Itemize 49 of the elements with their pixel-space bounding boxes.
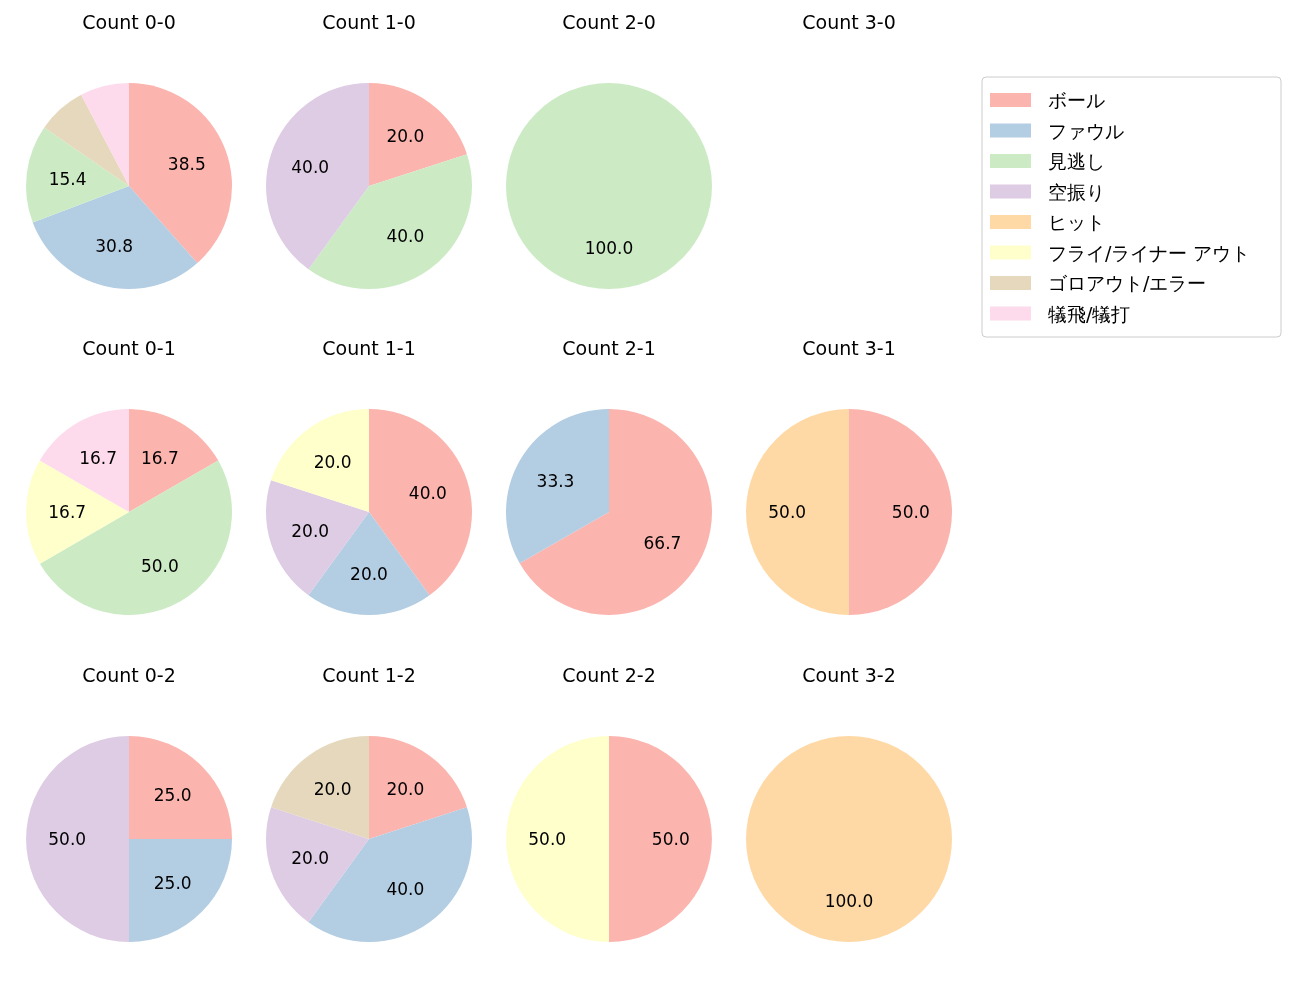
data-label: 16.7	[79, 448, 117, 469]
legend-label: ボール	[1048, 89, 1105, 111]
chart-title: Count 2-1	[562, 337, 656, 359]
chart-title: Count 1-0	[322, 11, 416, 33]
chart-title: Count 1-2	[322, 664, 416, 686]
data-label: 50.0	[141, 555, 179, 576]
chart-title: Count 1-1	[322, 337, 416, 359]
legend-label: ファウル	[1048, 119, 1124, 142]
legend-label: フライ/ライナー アウト	[1048, 241, 1251, 264]
data-label: 33.3	[536, 471, 575, 492]
data-label: 50.0	[768, 502, 807, 522]
data-label: 20.0	[350, 563, 388, 584]
chart-title: Count 0-2	[82, 664, 176, 686]
data-label: 20.0	[386, 126, 425, 146]
legend-label: ゴロアウト/エラー	[1048, 272, 1207, 294]
legend-label: 見逃し	[1048, 150, 1105, 172]
data-label: 20.0	[313, 779, 352, 799]
chart-title: Count 2-2	[562, 664, 656, 686]
chart-title: Count 0-0	[82, 11, 176, 33]
data-label: 20.0	[313, 452, 352, 472]
data-label: 40.0	[386, 226, 425, 246]
chart-title: Count 3-1	[802, 337, 896, 359]
data-label: 50.0	[48, 829, 87, 849]
data-label: 20.0	[291, 521, 330, 542]
legend-label: 空振り	[1048, 180, 1105, 203]
legend-label: 犠飛/犠打	[1048, 302, 1131, 325]
data-label: 100.0	[584, 237, 634, 258]
data-label: 50.0	[651, 829, 690, 849]
data-label: 15.4	[48, 168, 87, 189]
data-label: 16.7	[48, 502, 87, 523]
text: Count 3-0	[802, 11, 896, 33]
data-label: 100.0	[824, 890, 874, 911]
data-label: 20.0	[386, 779, 425, 799]
data-label: 50.0	[891, 502, 930, 522]
data-label: 40.0	[291, 156, 330, 177]
data-label: 40.0	[386, 879, 425, 899]
data-label: 40.0	[408, 482, 447, 503]
data-label: 66.7	[643, 532, 682, 553]
legend-label: ヒット	[1048, 211, 1105, 233]
data-label: 25.0	[153, 872, 192, 893]
data-label: 30.8	[95, 236, 134, 256]
data-label: 25.0	[153, 785, 192, 806]
data-label: 16.7	[141, 448, 179, 469]
chart-title: Count 0-1	[82, 337, 176, 359]
data-label: 20.0	[291, 848, 330, 869]
data-label: 38.5	[167, 154, 206, 175]
chart-title: Count 3-2	[802, 664, 896, 686]
data-label: 50.0	[528, 829, 567, 849]
chart-title: Count 2-0	[562, 11, 656, 33]
